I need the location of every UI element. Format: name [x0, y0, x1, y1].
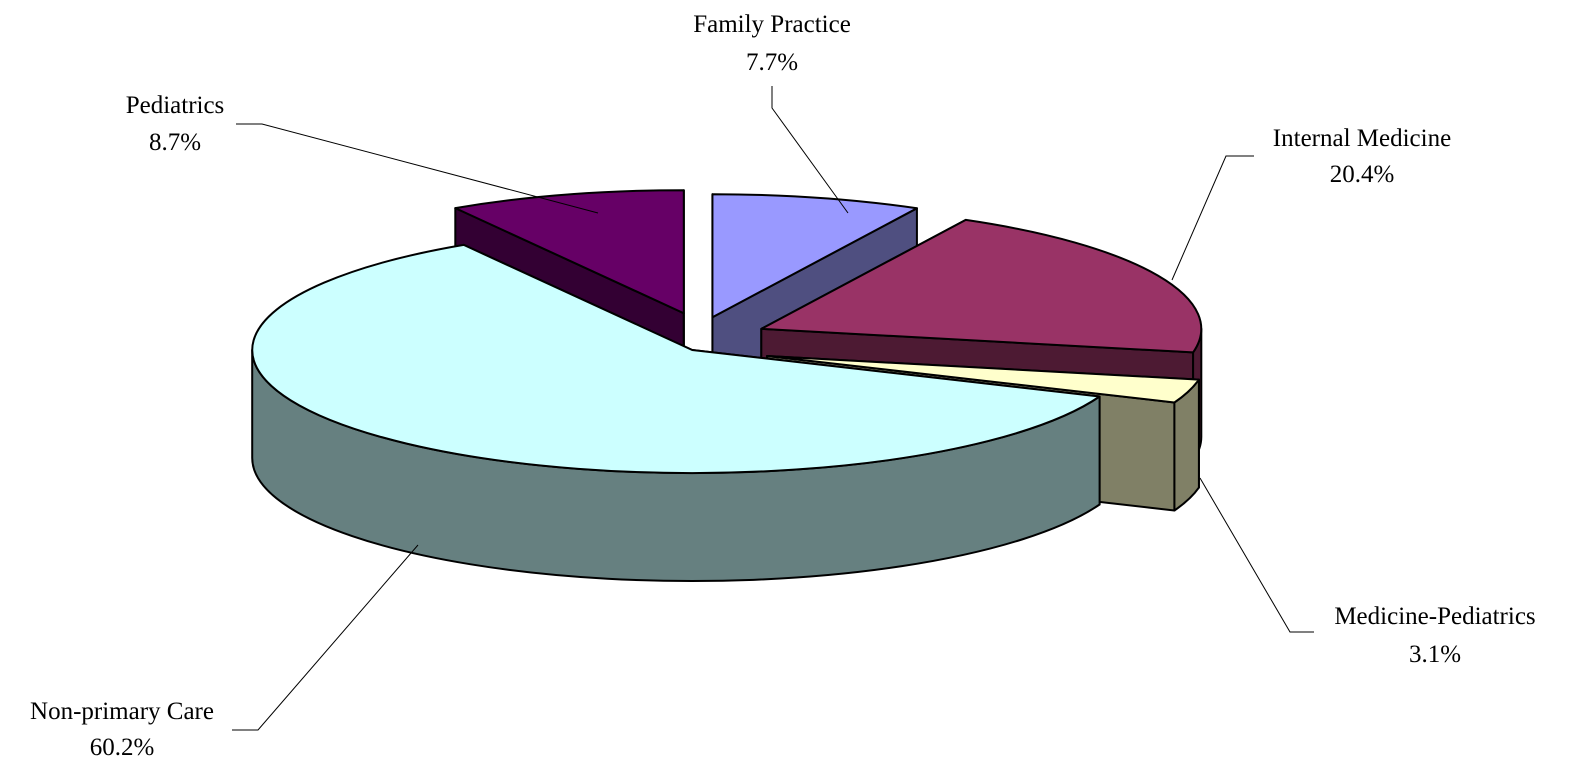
slice-top-non-primary-care	[251, 243, 1101, 475]
slice-top-medicine-pediatrics	[766, 355, 1200, 404]
slice-value-family-practice: 7.7%	[746, 49, 798, 76]
leader-line-pediatrics	[236, 123, 599, 214]
slice-name-internal-medicine: Internal Medicine	[1273, 125, 1451, 152]
slice-non-primary-care	[251, 243, 1101, 583]
slice-top-family-practice	[711, 193, 918, 319]
slice-value-internal-medicine: 20.4%	[1330, 161, 1395, 188]
slice-top-internal-medicine	[760, 218, 1203, 354]
pie-slices	[251, 189, 1203, 583]
slice-name-medicine-pediatrics: Medicine-Pediatrics	[1334, 603, 1535, 630]
slice-top-pediatrics	[454, 189, 685, 315]
leader-line-family-practice	[771, 86, 849, 214]
leader-line-medicine-pediatrics	[1199, 477, 1314, 633]
slice-name-pediatrics: Pediatrics	[126, 92, 225, 119]
slice-value-pediatrics: 8.7%	[149, 129, 201, 156]
leader-line-internal-medicine	[1171, 155, 1254, 281]
slice-labels: Family Practice 7.7% Internal Medicine 2…	[30, 11, 1536, 761]
slice-name-family-practice: Family Practice	[693, 11, 851, 38]
slice-value-medicine-pediatrics: 3.1%	[1409, 641, 1461, 668]
slice-value-non-primary-care: 60.2%	[90, 734, 155, 761]
slice-name-non-primary-care: Non-primary Care	[30, 698, 214, 725]
leader-lines	[232, 86, 1314, 731]
leader-line-non-primary-care	[232, 544, 419, 731]
